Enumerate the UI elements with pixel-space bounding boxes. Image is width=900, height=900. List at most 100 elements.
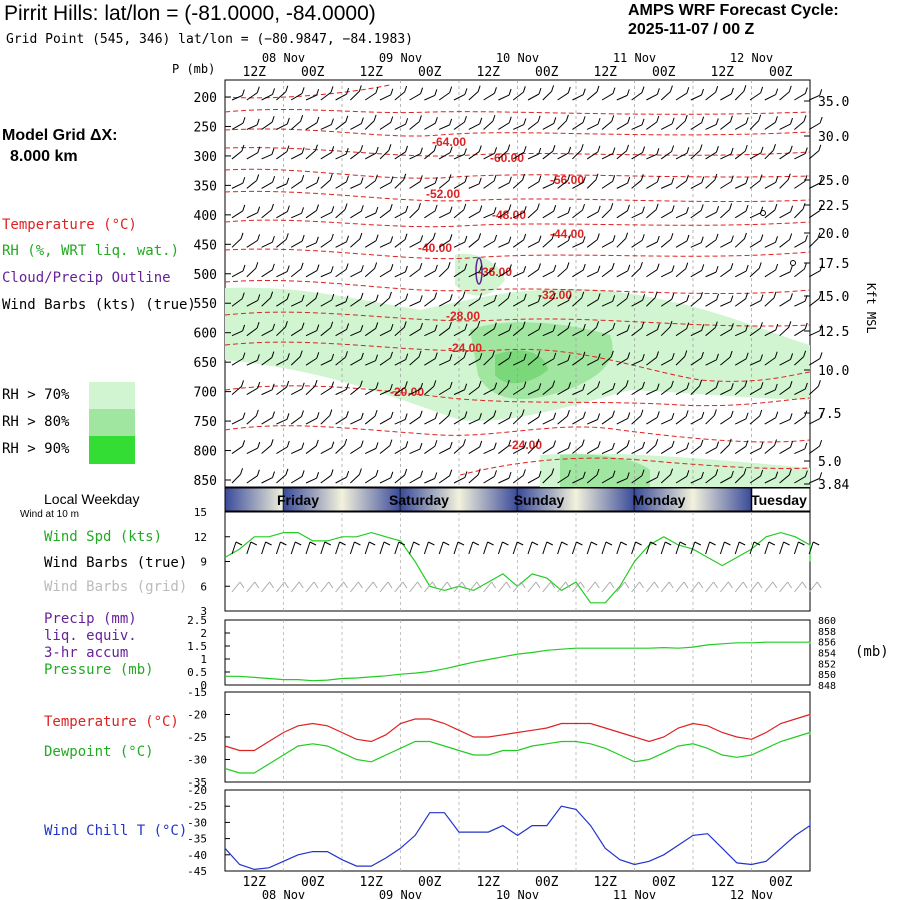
wind-barb-flag: [553, 440, 556, 447]
wind-barb-flag: [625, 232, 629, 239]
wind-barb-flag: [819, 324, 823, 331]
wind-barb: [409, 416, 421, 425]
wind-barb-flag: [330, 86, 334, 93]
wind-barb: [335, 356, 346, 366]
wind-barb-flag: [552, 324, 556, 332]
wind-barb: [808, 357, 821, 366]
wind-barb-flag: [478, 233, 482, 240]
wind-chill-line: [224, 805, 811, 871]
wind-barb-flag: [508, 116, 512, 123]
wind-barb: [720, 476, 732, 484]
wind-barb-flag: [597, 293, 601, 300]
wind-barb: [364, 387, 377, 396]
wind-barb: [276, 211, 288, 219]
wind-barb-flag: [565, 114, 569, 121]
wind-barb: [246, 152, 259, 160]
weekday-band: [517, 488, 635, 511]
wind-barb-flag: [640, 174, 644, 181]
wind-barb-flag: [272, 471, 275, 478]
wind-barb-flag: [671, 117, 675, 124]
y-tick-label: 15: [194, 506, 207, 519]
wind-barb-flag: [449, 469, 453, 476]
temperature-contour-label: -56.00: [550, 173, 584, 187]
wind-barb: [616, 330, 628, 337]
height-tick-label: 15.0: [818, 290, 849, 305]
wind-barb: [527, 153, 539, 160]
wind-barb: [749, 180, 761, 189]
hour-tick-label: 00Z: [301, 65, 325, 80]
wind-barb: [498, 242, 510, 248]
wind-barb: [483, 92, 495, 101]
wind-barb-flag: [375, 442, 379, 449]
wind-barb: [424, 150, 435, 160]
wind-barb: [394, 239, 406, 248]
wind-barb: [483, 448, 495, 454]
wind-barb: [572, 269, 584, 278]
wind-barb: [808, 210, 821, 219]
wind-barb: [646, 269, 658, 278]
wind-barb: [409, 268, 421, 278]
wind-barb: [764, 389, 776, 396]
surface-wind-barb: [438, 541, 444, 555]
wind-barb-flag: [567, 206, 571, 214]
wind-barb: [660, 326, 671, 337]
wind-barb-flag: [537, 350, 541, 358]
wind-barb: [542, 418, 554, 425]
wind-barb-flag: [464, 383, 468, 390]
wind-barb-flag: [597, 413, 601, 420]
grid-wind-barb-flag: [683, 581, 689, 589]
y-tick-label: 9: [200, 556, 207, 569]
grid-wind-barb-flag: [787, 581, 793, 589]
wind-barb: [320, 447, 333, 454]
wind-barb-flag: [464, 471, 468, 478]
wind-barb-flag: [479, 353, 483, 360]
wind-barb: [231, 358, 244, 366]
wind-barb: [690, 385, 700, 395]
wind-barb-flag: [788, 468, 792, 476]
wind-barb: [586, 271, 599, 278]
wind-barb: [660, 211, 673, 219]
surface-wind-barb-flag: [502, 541, 509, 546]
wind-barb-flag: [360, 292, 364, 300]
wind-barb-flag: [360, 352, 364, 360]
wind-barb: [586, 419, 598, 425]
wind-barb: [764, 269, 776, 278]
wind-barb: [720, 444, 730, 454]
wind-barb: [586, 446, 599, 454]
wind-barb: [468, 211, 481, 219]
wind-barb: [749, 268, 760, 278]
wind-barb: [542, 474, 553, 484]
wind-barb-flag: [537, 115, 541, 122]
wind-barb-flag: [301, 382, 305, 389]
wind-barb-flag: [655, 203, 659, 210]
wind-barb-flag: [242, 352, 246, 359]
wind-barb-flag: [596, 233, 600, 240]
wind-barb-flag: [523, 206, 527, 213]
wind-barb: [586, 151, 599, 160]
wind-barb-flag: [345, 411, 349, 418]
wind-barb: [290, 120, 301, 130]
wind-barb-flag: [582, 263, 586, 271]
surface-wind-barb-flag: [783, 541, 790, 546]
surface-wind-barb-flag: [546, 541, 554, 546]
surface-wind-barb-flag: [413, 541, 420, 546]
wind-spd-label: Wind Spd (kts): [44, 529, 163, 545]
wind-barb-flag: [462, 439, 466, 446]
wind-barb-flag: [494, 147, 498, 154]
wind-barb-flag: [760, 469, 764, 477]
legend-rh: RH (%, WRT liq. wat.): [2, 243, 180, 259]
wind-barb: [246, 359, 258, 366]
wind-barb: [631, 359, 643, 366]
cycle-label: AMPS WRF Forecast Cycle:: [628, 2, 839, 19]
grid-wind-barb: [572, 581, 581, 593]
wind-barb-flag: [257, 206, 261, 213]
wind-barb-flag: [671, 265, 675, 272]
wind-barb: [305, 210, 317, 219]
wind-barb-flag: [464, 88, 468, 95]
wind-barb-flag: [360, 117, 364, 124]
y-tick-label: 1: [200, 653, 207, 666]
weekday-band: [400, 488, 518, 511]
y-tick-label: -20: [187, 784, 207, 797]
wind-barb-flag: [316, 264, 320, 271]
wind-barb: [335, 93, 347, 101]
